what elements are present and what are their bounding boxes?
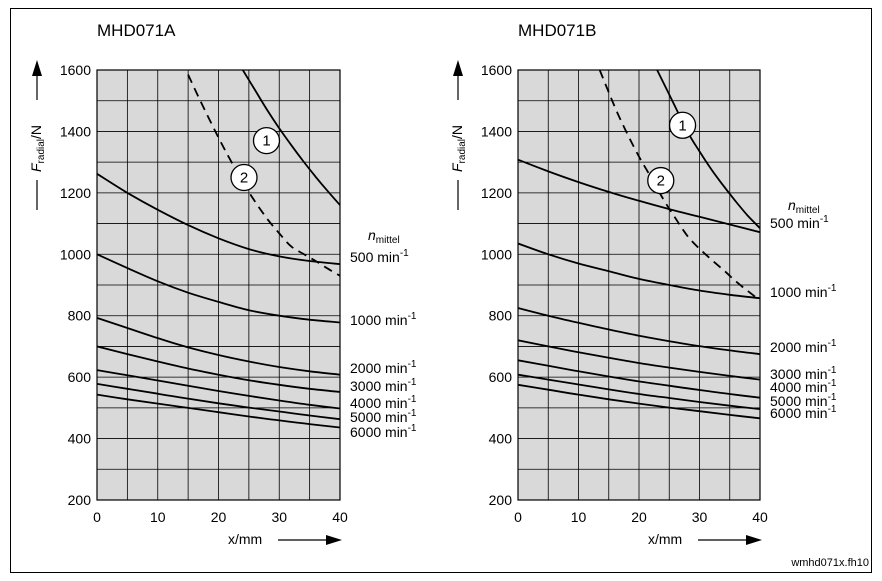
series-label: 500 min-1 (770, 214, 829, 231)
series-label: 5000 min-1 (350, 408, 417, 425)
x-tick-label: 40 (752, 509, 768, 525)
figure-id-label: wmhd071x.fh10 (790, 557, 869, 569)
limit-curve-1 (656, 70, 760, 229)
y-axis-arrow-head (32, 60, 42, 76)
y-tick-label: 1000 (481, 246, 512, 262)
y-tick-label: 200 (68, 492, 92, 508)
y-axis-arrow-head (453, 60, 463, 76)
curve-marker-label: 1 (262, 133, 270, 150)
y-tick-label: 1000 (60, 246, 91, 262)
series-label: 4000 min-1 (350, 394, 417, 411)
x-tick-label: 10 (150, 509, 166, 525)
curve-marker-label: 2 (657, 173, 665, 190)
x-tick-label: 10 (571, 509, 587, 525)
figure-frame (10, 8, 872, 573)
x-tick-label: 20 (631, 509, 647, 525)
series-label: 1000 min-1 (350, 311, 417, 328)
curve-marker-circle (668, 111, 697, 139)
curve-marker-circle (647, 166, 675, 195)
x-tick-label: 40 (332, 509, 348, 525)
x-axis-label: x/mm (228, 531, 262, 547)
chart-title: MHD071A (97, 21, 176, 40)
series-label: 4000 min-1 (770, 378, 837, 395)
x-tick-label: 20 (211, 509, 227, 525)
y-tick-label: 400 (68, 431, 92, 447)
x-axis-arrow-head (746, 535, 762, 545)
y-tick-label: 1200 (60, 185, 91, 201)
series-label: 2000 min-1 (770, 338, 837, 355)
curve-marker-circle (230, 163, 258, 192)
y-tick-label: 600 (489, 369, 513, 385)
series-label: 6000 min-1 (350, 423, 417, 440)
limit-curve-2 (187, 74, 340, 277)
x-tick-label: 0 (514, 509, 522, 525)
y-tick-label: 1400 (60, 123, 91, 139)
y-tick-label: 800 (489, 308, 513, 324)
legend-header: nmittel (788, 197, 820, 216)
series-line (518, 359, 760, 399)
series-line (97, 253, 340, 324)
series-label: 1000 min-1 (770, 283, 837, 300)
x-tick-label: 0 (93, 509, 101, 525)
series-label: 5000 min-1 (770, 392, 837, 409)
series-label: 2000 min-1 (350, 359, 417, 376)
legend-header: nmittel (368, 227, 400, 246)
x-tick-label: 30 (692, 509, 708, 525)
limit-curve-1 (242, 70, 340, 206)
y-tick-label: 1600 (481, 62, 512, 78)
y-tick-label: 800 (68, 308, 92, 324)
series-line (518, 373, 760, 410)
series-label: 500 min-1 (350, 248, 409, 265)
series-line (97, 369, 340, 410)
y-tick-label: 1600 (60, 62, 91, 78)
series-line (97, 173, 340, 265)
y-tick-label: 400 (489, 431, 513, 447)
x-axis-arrow-head (326, 535, 342, 545)
y-axis-label: Fradial/N (28, 125, 47, 172)
y-tick-label: 600 (68, 369, 92, 385)
series-line (518, 383, 760, 420)
series-line (518, 339, 760, 381)
series-line (518, 242, 760, 300)
chart-title: MHD071B (518, 21, 596, 40)
curve-marker-circle (252, 126, 281, 155)
y-tick-label: 1200 (481, 185, 512, 201)
series-line (97, 317, 340, 376)
x-tick-label: 30 (271, 509, 287, 525)
series-line (97, 345, 340, 393)
series-line (97, 383, 340, 421)
curve-marker-label: 1 (678, 117, 686, 134)
y-tick-label: 1400 (481, 123, 512, 139)
series-line (518, 307, 760, 355)
y-tick-label: 200 (489, 492, 513, 508)
series-label: 6000 min-1 (770, 404, 837, 421)
y-axis-label: Fradial/N (449, 125, 468, 172)
curve-marker-label: 2 (240, 170, 248, 187)
series-line (97, 393, 340, 429)
series-line (518, 158, 760, 234)
series-label: 3000 min-1 (770, 365, 837, 382)
x-axis-label: x/mm (648, 531, 682, 547)
series-label: 3000 min-1 (350, 377, 417, 394)
